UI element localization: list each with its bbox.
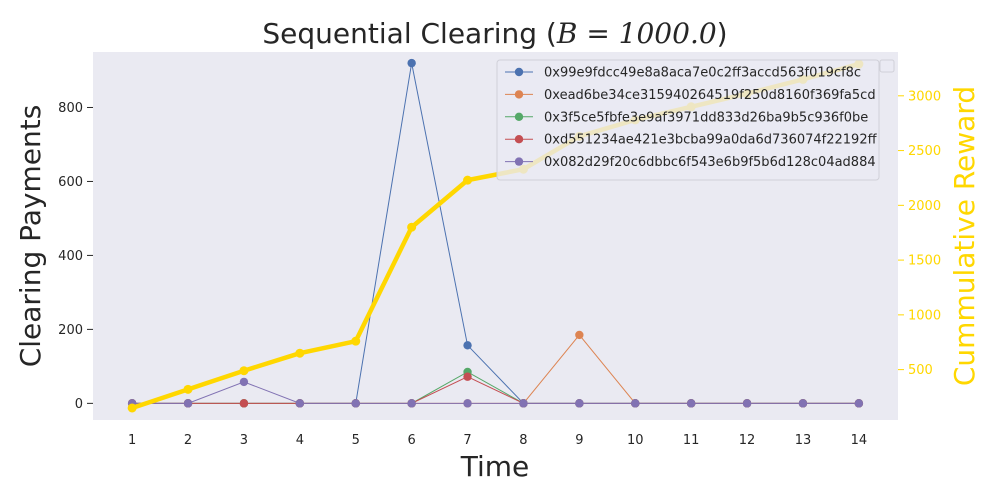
series-4-point <box>239 399 249 408</box>
x-tick-label: 5 <box>352 433 360 448</box>
reward-point <box>295 348 305 358</box>
x-tick-label: 13 <box>795 433 812 448</box>
legend-entry: 0xd551234ae421e3bcba99a0da6d736074f22192… <box>544 133 878 148</box>
x-tick-label: 7 <box>463 433 471 448</box>
series-line-5 <box>132 381 859 404</box>
series-5-point <box>463 399 472 408</box>
series-5-point <box>407 399 416 408</box>
x-tick-label: 4 <box>296 433 304 448</box>
series-5-point <box>798 399 808 408</box>
chart-title-math: B = 1000.0 <box>556 17 717 50</box>
y-axis-label: Clearing Payments <box>14 105 47 368</box>
y-tick-label: 600 <box>58 175 83 190</box>
x-tick-label: 2 <box>184 433 192 448</box>
y2-tick-label: 2500 <box>908 144 941 159</box>
x-tick-label: 9 <box>575 433 583 448</box>
ticks-layer: 1 2 3 4 5 6 7 8 9 10 11 12 13 14020040060080050010001… <box>58 89 941 448</box>
series-1-point <box>463 341 472 350</box>
series-5-point <box>295 399 305 408</box>
legend-entry: 0xead6be34ce315940264519f250d8160f369fa5… <box>544 88 876 103</box>
x-tick-label: 6 <box>408 433 416 448</box>
y-tick-label: 200 <box>58 323 83 338</box>
legend-marker <box>514 135 524 144</box>
series-2-point <box>575 330 584 340</box>
reward-point <box>127 403 137 413</box>
reward-point <box>407 222 417 232</box>
series-5-point <box>742 399 752 408</box>
legend-marker <box>514 90 524 99</box>
series-5-point <box>575 399 584 408</box>
x-tick-label: 11 <box>683 433 700 448</box>
reward-point <box>463 175 473 185</box>
reward-point <box>351 336 361 346</box>
series-5-point <box>519 399 528 408</box>
y2-tick-label: 1000 <box>908 308 941 323</box>
legend-box <box>496 59 880 181</box>
x-tick-label: 3 <box>240 433 248 448</box>
legend-marker <box>514 157 524 166</box>
legend-marker <box>514 112 524 122</box>
series-5-point <box>351 399 360 408</box>
y2-axis-label: Cummulative Reward <box>948 86 981 386</box>
y2-tick-label: 2000 <box>908 199 941 214</box>
x-tick-label: 10 <box>627 433 644 448</box>
x-tick-label: 1 <box>128 433 136 448</box>
x-axis-label: Time <box>460 450 530 483</box>
series-1-point <box>407 58 416 68</box>
chart-title-close: ) <box>717 17 728 50</box>
x-tick-label: 12 <box>739 433 756 448</box>
reward-point <box>183 384 193 394</box>
reward-point <box>239 366 249 376</box>
legend: 0x99e9fdcc49e8a8aca7e0c2ff3accd563f019cf… <box>496 59 895 181</box>
series-5-point <box>854 399 864 408</box>
x-tick-label: 14 <box>851 433 868 448</box>
series-5-point <box>686 399 696 408</box>
y2-tick-label: 1500 <box>908 254 941 269</box>
chart-title: Sequential Clearing (B = 1000.0) <box>262 17 727 50</box>
y2-tick-label: 500 <box>908 363 933 378</box>
legend-entry: 0x3f5ce5fbfe3e9af3971dd833d26ba9b5c936f0… <box>544 110 868 125</box>
x-tick-label: 8 <box>519 433 527 448</box>
legend-marker <box>514 67 524 77</box>
series-5-point <box>183 399 193 408</box>
legend-entry: 0x082d29f20c6dbbc6f543e6b9f5b6d128c04ad8… <box>544 155 876 170</box>
y-tick-label: 800 <box>58 101 83 116</box>
series-5-point <box>631 399 640 408</box>
chart-title-plain: Sequential Clearing ( <box>262 17 556 50</box>
y-tick-label: 0 <box>75 397 83 412</box>
legend-box-secondary <box>879 59 895 73</box>
series-5-point <box>239 377 249 387</box>
y2-tick-label: 3000 <box>908 89 941 104</box>
y-tick-label: 400 <box>58 249 83 264</box>
series-4-point <box>463 372 472 381</box>
legend-entry: 0x99e9fdcc49e8a8aca7e0c2ff3accd563f019cf… <box>544 66 861 81</box>
